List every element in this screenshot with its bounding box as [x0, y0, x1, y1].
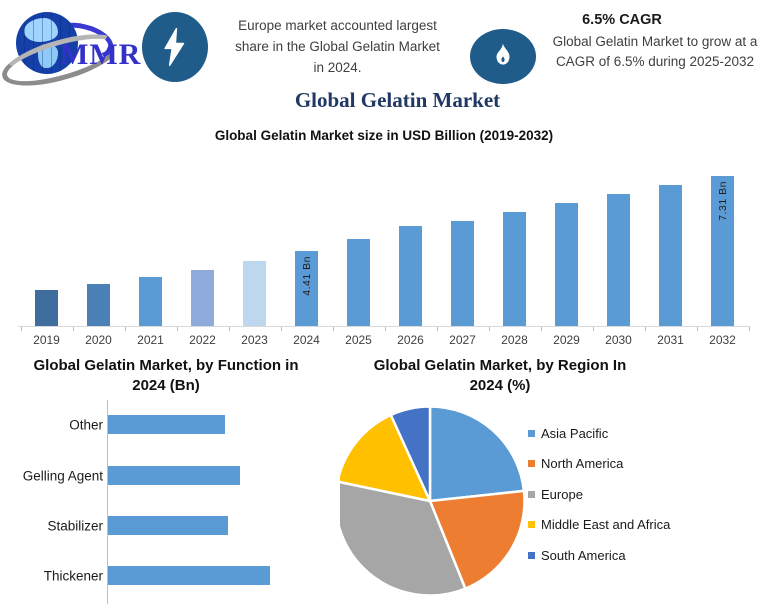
x-tick-label-2028: 2028 [501, 333, 528, 347]
logo-text: MMR [60, 38, 142, 71]
bar-2019 [35, 290, 58, 326]
x-tick-label-2030: 2030 [605, 333, 632, 347]
x-tick-label-2021: 2021 [137, 333, 164, 347]
bar-gelling-agent [108, 466, 240, 485]
legend-label: Middle East and Africa [541, 517, 671, 532]
legend-swatch [528, 429, 535, 437]
bar-2025 [347, 239, 370, 326]
by-function-chart: Global Gelatin Market, by Function in 20… [8, 352, 338, 604]
category-label: Stabilizer [47, 518, 103, 533]
bar-2020 [87, 284, 110, 326]
globe-grid [16, 12, 78, 74]
x-axis-tick [592, 327, 594, 331]
market-size-plot: 2019 2020 2021 2022 2023 4.41 Bn 2024 2025 2026 2… [18, 150, 750, 347]
bar-2031 [659, 185, 682, 326]
x-tick-label-2023: 2023 [241, 333, 268, 347]
x-axis-tick [748, 327, 750, 331]
by-region-chart: Global Gelatin Market, by Region In 2024… [340, 352, 765, 604]
cagr-block: 6.5% CAGR Global Gelatin Market to grow … [545, 12, 765, 72]
bar-2032: 7.31 Bn [711, 176, 734, 326]
x-axis-tick [384, 327, 386, 331]
market-size-chart-title: Global Gelatin Market size in USD Billio… [214, 128, 554, 143]
region-legend: Asia Pacific North America Europe Middle Ea… [528, 426, 670, 579]
pie-slice-europe [340, 480, 467, 597]
europe-highlight-note: Europe market accounted largest share in… [235, 18, 440, 75]
category-label: Gelling Agent [22, 468, 103, 483]
bar-stabilizer [108, 516, 228, 535]
x-tick-label-2029: 2029 [553, 333, 580, 347]
legend-swatch [528, 551, 535, 559]
x-tick-label-2024: 2024 [293, 333, 320, 347]
x-tick-label-2026: 2026 [397, 333, 424, 347]
lightning-icon [164, 27, 185, 67]
bar-2030 [607, 194, 630, 326]
bar-2021 [139, 277, 162, 326]
category-label: Other [69, 417, 103, 432]
bar-2023 [243, 261, 266, 326]
bar-other [108, 415, 225, 434]
legend-item-asia-pacific: Asia Pacific [528, 425, 670, 441]
pie-slice-north-america [428, 489, 526, 590]
bar-2024: 4.41 Bn [295, 251, 318, 326]
region-pie [340, 405, 526, 597]
flame-icon [496, 42, 510, 65]
page-title: Global Gelatin Market [294, 88, 501, 112]
bar-2028 [503, 212, 526, 326]
x-tick-label-2020: 2020 [85, 333, 112, 347]
legend-item-south-america: South America [528, 547, 670, 563]
legend-item-middle-east-and-africa: Middle East and Africa [528, 517, 671, 532]
legend-item-north-america: North America [528, 456, 670, 471]
x-axis-tick [228, 327, 230, 331]
x-tick-label-2027: 2027 [449, 333, 476, 347]
x-tick-label-2019: 2019 [33, 333, 60, 347]
x-axis-tick [488, 327, 490, 331]
x-axis-tick [540, 327, 542, 331]
globe-continent [38, 44, 58, 68]
x-tick-label-2032: 2032 [709, 333, 736, 347]
x-axis-tick [280, 327, 282, 331]
x-axis-tick [644, 327, 646, 331]
lightning-badge [142, 12, 208, 82]
bar-2026 [399, 226, 422, 326]
pie-slice-south-america [389, 405, 432, 503]
legend-item-europe: Europe [528, 486, 670, 502]
category-label: Thickener [43, 568, 103, 583]
legend-label: Europe [541, 486, 583, 502]
legend-label: South America [541, 547, 626, 563]
x-tick-label-2025: 2025 [345, 333, 372, 347]
by-region-chart-title: Global Gelatin Market, by Region In 2024… [373, 357, 627, 394]
pie-slice-asia-pacific [428, 405, 526, 503]
legend-swatch [528, 521, 535, 528]
bar-thickener [108, 566, 270, 585]
mmr-logo: MMR [0, 6, 142, 97]
x-axis-tick [20, 327, 22, 331]
y-axis-line [107, 400, 108, 604]
x-axis-tick [696, 327, 698, 331]
x-axis-tick [332, 327, 334, 331]
bar-2022 [191, 270, 214, 326]
bar-2029 [555, 203, 578, 326]
cagr-title: 6.5% CAGR [582, 12, 662, 28]
globe-icon [16, 12, 78, 74]
bar-2027 [451, 221, 474, 326]
pie-slice-middle-east-and-africa [340, 413, 432, 503]
x-tick-label-2031: 2031 [657, 333, 684, 347]
bar-value-label: 7.31 Bn [716, 181, 729, 221]
cagr-note: Global Gelatin Market to grow at a CAGR … [552, 34, 758, 69]
x-axis-tick [176, 327, 178, 331]
flame-badge [470, 29, 536, 84]
x-axis-tick [72, 327, 74, 331]
legend-swatch [528, 490, 535, 498]
x-axis-tick [124, 327, 126, 331]
globe-continent [24, 18, 58, 42]
x-axis-tick [436, 327, 438, 331]
x-axis-line [18, 326, 750, 327]
by-function-chart-title: Global Gelatin Market, by Function in 20… [33, 357, 299, 394]
market-size-chart: Global Gelatin Market size in USD Billio… [18, 128, 750, 347]
legend-swatch [528, 460, 535, 467]
legend-label: Asia Pacific [541, 425, 609, 441]
x-tick-label-2022: 2022 [189, 333, 216, 347]
bar-value-label: 4.41 Bn [300, 256, 313, 296]
legend-label: North America [541, 456, 624, 471]
